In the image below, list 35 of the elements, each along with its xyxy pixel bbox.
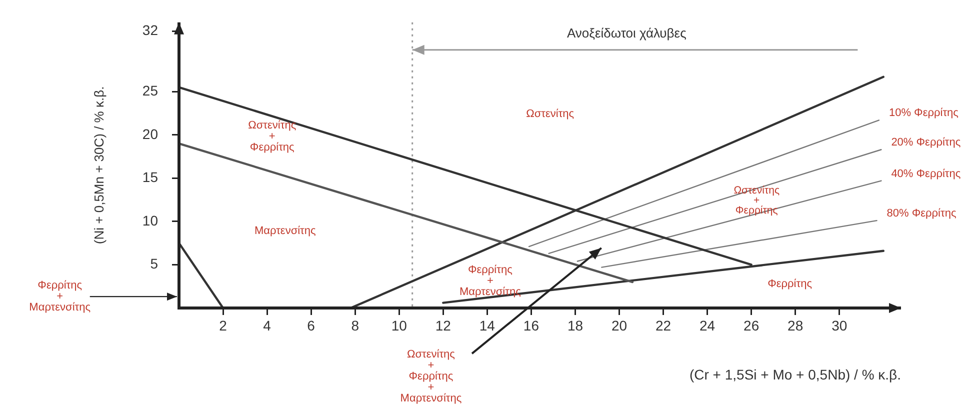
x-tick-label: 8 [351, 317, 360, 334]
y-tick-label: 25 [142, 82, 158, 98]
x-tick-label: 24 [700, 317, 716, 334]
x-tick-label: 14 [479, 317, 496, 334]
text: Φερρίτης + Μαρτενσίτης [29, 280, 91, 314]
y-tick-label: 15 [142, 169, 158, 186]
annotation: Ωστενίτης [526, 108, 574, 120]
x-tick-label: 12 [435, 317, 452, 334]
x-tick-label: 4 [263, 317, 272, 334]
annotation: Φερρίτης [768, 278, 812, 290]
annotation: Μαρτενσίτης [254, 224, 316, 237]
x-tick-label: 22 [655, 317, 672, 334]
annotation: Φερρίτης + Μαρτενσίτης [459, 264, 521, 298]
series-label: 20% Φερρίτης [891, 136, 961, 149]
annotation: Ωστενίτης + Φερρίτης [248, 120, 296, 154]
x-tick-label: 26 [744, 317, 760, 334]
x-axis-title: (Cr + 1,5Si + Mo + 0,5Nb) / % κ.β. [689, 366, 901, 382]
x-tick-label: 6 [307, 317, 316, 334]
x-tick-label: 2 [219, 317, 228, 334]
x-tick-label: 18 [567, 317, 584, 334]
y-tick-label: 5 [150, 256, 158, 272]
x-tick-label: 16 [523, 317, 540, 334]
x-tick-label: 30 [832, 317, 848, 334]
series-label: 40% Φερρίτης [891, 168, 961, 180]
x-tick-label: 20 [611, 317, 628, 334]
y-tick-label: 32 [142, 22, 158, 38]
y-tick-label: 20 [142, 126, 158, 142]
x-tick-label: 10 [391, 317, 408, 334]
y-tick-label: 10 [142, 212, 158, 228]
series-label: 10% Φερρίτης [888, 107, 958, 120]
y-axis-title: (Ni + 0,5Mn + 30C) / % κ.β. [91, 86, 106, 244]
series-label: 80% Φερρίτης [886, 208, 956, 220]
annotation: Ανοξείδωτοι χάλυβες [566, 25, 686, 40]
x-tick-label: 28 [788, 317, 804, 334]
text: Ωστενίτης + Φερρίτης + Μαρτενσίτης [400, 348, 462, 405]
